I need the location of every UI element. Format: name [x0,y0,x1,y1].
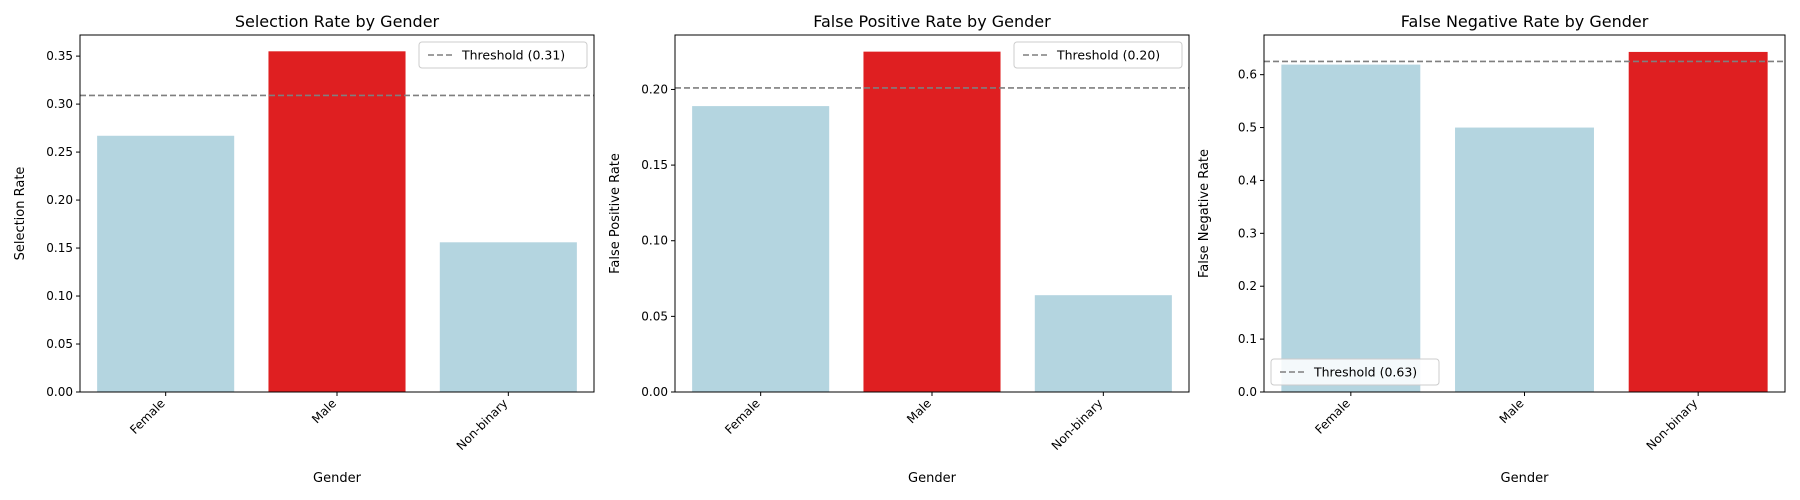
x-tick-label: Male [1497,396,1527,426]
x-tick-label: Non-binary [1049,396,1106,453]
y-tick-label: 0.00 [46,385,73,399]
y-tick-label: 0.10 [46,289,73,303]
y-tick-label: 0.00 [641,385,668,399]
y-tick-label: 0.15 [46,241,73,255]
legend-box [418,41,588,69]
bar-female [1281,64,1421,393]
x-axis-label: Gender [1501,471,1550,486]
legend-label: Threshold (0.63) [1313,365,1417,380]
y-tick-label: 0.5 [1238,121,1257,135]
x-tick-label: Male [309,396,339,426]
bar-non-binary [439,242,577,392]
y-tick-label: 0.05 [641,309,668,323]
legend-label: Threshold (0.20) [1056,48,1160,63]
legend: Threshold (0.63) [1270,358,1440,386]
y-axis-label: Selection Rate [13,167,28,261]
y-tick-label: 0.3 [1238,226,1257,240]
bar-non-binary [1628,51,1768,393]
bar-female [692,106,830,392]
y-tick-label: 0.4 [1238,173,1257,187]
chart-title: Selection Rate by Gender [235,12,440,31]
x-axis-label: Gender [908,471,957,486]
y-tick-label: 0.10 [641,234,668,248]
y-tick-label: 0.05 [46,337,73,351]
y-tick-label: 0.15 [641,158,668,172]
x-tick-label: Female [127,396,168,437]
x-axis-label: Gender [313,471,362,486]
x-tick-label: Non-binary [454,396,511,453]
y-tick-label: 0.35 [46,49,73,63]
selection-rate-chart: Selection Rate by Gender 0.00 0.05 0.10 0.15… [13,12,595,486]
bar-non-binary [1034,295,1172,392]
bar-female [97,135,235,393]
legend-box [1013,41,1183,69]
legend-box [1270,358,1440,386]
legend-label: Threshold (0.31) [461,48,565,63]
chart-title: False Negative Rate by Gender [1401,12,1649,31]
y-tick-label: 0.20 [46,193,73,207]
bar-male [1455,127,1594,393]
bar-male [863,51,1001,392]
y-tick-label: 0.25 [46,145,73,159]
x-tick-label: Non-binary [1644,396,1701,453]
x-tick-label: Female [1312,396,1353,437]
legend: Threshold (0.31) [418,41,588,69]
legend: Threshold (0.20) [1013,41,1183,69]
false-negative-rate-chart: False Negative Rate by Gender 0.0 0.1 0.2 0.… [1197,12,1786,486]
bar-male [268,51,406,393]
y-tick-label: 0.0 [1238,385,1257,399]
y-tick-label: 0.6 [1238,68,1257,82]
chart-title: False Positive Rate by Gender [813,12,1051,31]
x-tick-label: Male [904,396,934,426]
y-axis-label: False Positive Rate [608,153,623,274]
y-tick-label: 0.2 [1238,279,1257,293]
false-positive-rate-chart: False Positive Rate by Gender 0.00 0.05 0.1… [608,12,1190,486]
y-tick-label: 0.20 [641,82,668,96]
y-tick-label: 0.1 [1238,332,1257,346]
x-tick-label: Female [722,396,763,437]
y-axis-label: False Negative Rate [1197,149,1212,278]
y-tick-label: 0.30 [46,97,73,111]
